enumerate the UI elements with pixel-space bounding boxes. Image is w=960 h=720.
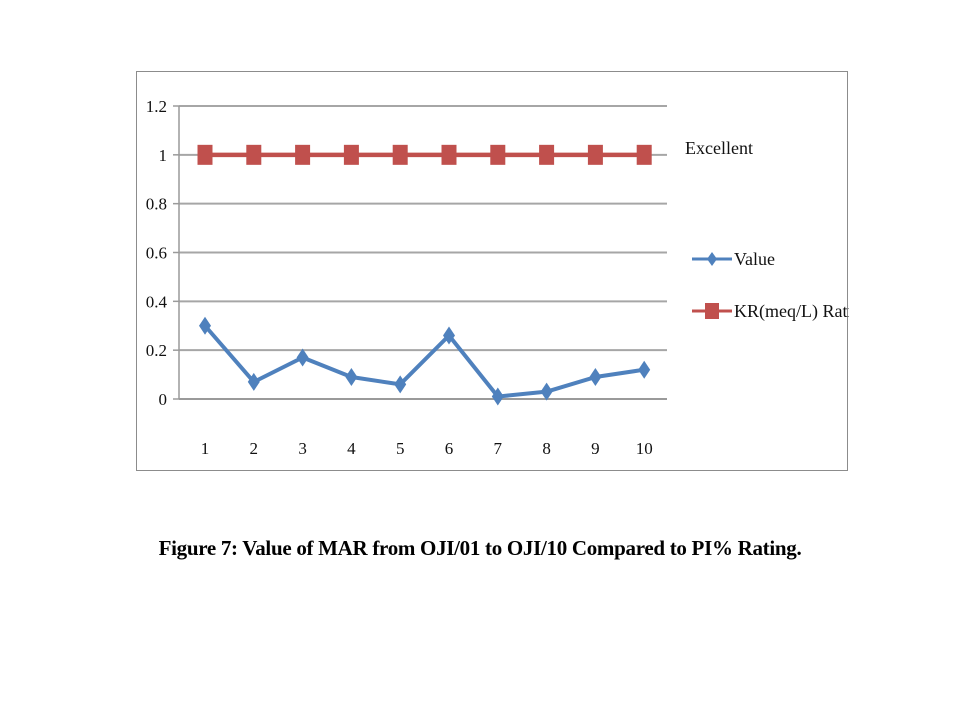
y-tick-label: 1 xyxy=(159,146,168,165)
annotation-label: Excellent xyxy=(685,138,753,158)
legend-marker-square xyxy=(705,303,719,319)
series-rating xyxy=(197,144,652,165)
data-point-diamond xyxy=(199,316,211,335)
series-line xyxy=(203,324,645,399)
data-point-square xyxy=(246,144,262,165)
figure-caption: Figure 7: Value of MAR from OJI/01 to OJ… xyxy=(158,536,802,560)
data-point-diamond xyxy=(443,326,455,345)
x-tick-label: 3 xyxy=(298,439,307,458)
legend-item: KR(meq/L) Rating xyxy=(692,301,849,322)
data-point-square xyxy=(392,144,408,165)
x-tick-label: 6 xyxy=(445,439,454,458)
legend-label: KR(meq/L) Rating xyxy=(734,301,849,322)
data-point-square xyxy=(636,144,652,165)
x-tick-label: 1 xyxy=(201,439,210,458)
legend-marker-diamond xyxy=(707,252,717,266)
data-point-diamond xyxy=(540,382,553,401)
data-point-square xyxy=(587,144,603,165)
chart-frame: 0 0.2 0.4 0.6 0.8 1 1.2 1 2 3 4 5 6 7 8 9 10 Excellent … xyxy=(136,71,849,471)
x-tick-label: 2 xyxy=(250,439,258,458)
line-chart: 00.20.40.60.811.2 1 2 3 4 5 6 7 8 9 10 Excellent … xyxy=(146,97,849,458)
data-point-square xyxy=(490,144,506,165)
y-tick-label: 0 xyxy=(159,390,168,409)
x-tick-label: 10 xyxy=(636,439,653,458)
data-point-diamond xyxy=(638,360,651,379)
data-point-diamond xyxy=(394,375,407,394)
x-tick-label: 8 xyxy=(542,439,551,458)
x-axis-ticks: 1 2 3 4 5 6 7 8 9 10 xyxy=(201,439,653,458)
y-axis-ticks: 0 0.2 0.4 0.6 0.8 1 1.2 xyxy=(146,97,168,409)
data-point-square xyxy=(539,144,555,165)
legend: Value KR(meq/L) Rating xyxy=(692,249,849,322)
series-value xyxy=(199,316,651,406)
data-point-square xyxy=(343,144,359,165)
y-tick-label: 0.4 xyxy=(146,292,168,311)
data-point-square xyxy=(295,144,311,165)
annotation-layer: Excellent xyxy=(685,138,753,158)
x-tick-label: 4 xyxy=(347,439,356,458)
data-point-diamond xyxy=(296,348,309,367)
y-tick-label: 1.2 xyxy=(146,97,167,116)
x-tick-label: 7 xyxy=(494,439,503,458)
data-point-diamond xyxy=(345,368,358,387)
x-tick-label: 9 xyxy=(591,439,600,458)
y-tick-label: 0.6 xyxy=(146,244,167,263)
data-point-diamond xyxy=(491,387,504,406)
x-tick-label: 5 xyxy=(396,439,405,458)
data-point-square xyxy=(441,144,457,165)
y-tick-label: 0.2 xyxy=(146,341,167,360)
series-layer xyxy=(197,144,652,406)
data-point-diamond xyxy=(247,372,260,391)
legend-label: Value xyxy=(734,249,775,269)
data-point-square xyxy=(197,144,213,165)
data-point-diamond xyxy=(589,368,602,387)
legend-item: Value xyxy=(692,249,775,269)
y-tick-label: 0.8 xyxy=(146,195,167,214)
